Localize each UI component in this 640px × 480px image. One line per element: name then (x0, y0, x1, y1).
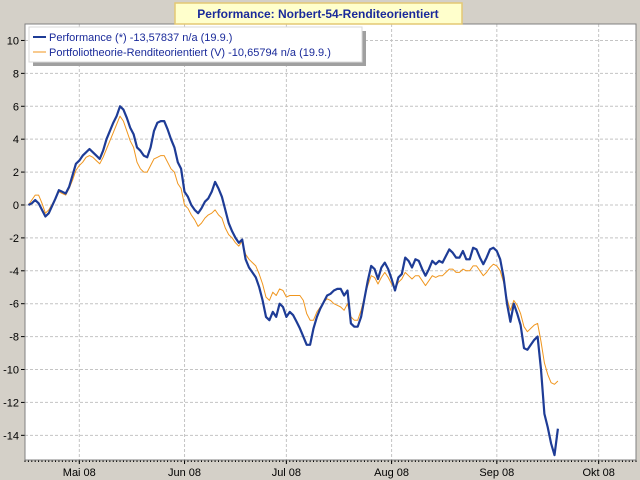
y-tick-label: 6 (13, 101, 19, 113)
title-frame (174, 2, 463, 25)
y-tick-label: 10 (7, 35, 19, 47)
y-tick-label: 0 (13, 200, 19, 212)
x-axis-ticks: Mai 08 Jun 08 Jul 08 Aug 08 Sep 08 Okt 08 (24, 460, 637, 479)
y-tick-label: -8 (9, 332, 19, 344)
grid-lines (25, 24, 636, 460)
y-tick-label: 2 (13, 167, 19, 179)
legend-box (28, 26, 363, 63)
legend-label-portfoliotheorie: Portfoliotheorie-Renditeorientiert (V) -… (49, 47, 331, 59)
y-tick-label: -4 (9, 266, 19, 278)
plot-area (25, 24, 636, 460)
y-tick-label: -10 (3, 365, 19, 377)
x-tick-label: Jul 08 (272, 467, 301, 479)
legend: Performance (*) -13,57837 n/a (19.9.) Po… (28, 26, 366, 66)
y-tick-label: -14 (3, 430, 19, 442)
chart-title-box: Performance: Norbert-54-Renditeorientier… (174, 2, 463, 25)
y-tick-label: -2 (9, 233, 19, 245)
y-tick-label: 4 (13, 134, 19, 146)
x-tick-label: Okt 08 (582, 467, 614, 479)
series-lines (27, 105, 559, 457)
series-line-performance (27, 105, 559, 457)
y-axis-ticks: 10 8 6 4 2 0 -2 -4 -6 -8 -10 -12 -14 (3, 35, 25, 442)
legend-label-performance: Performance (*) -13,57837 n/a (19.9.) (49, 32, 232, 44)
chart-title: Performance: Norbert-54-Renditeorientier… (197, 7, 438, 21)
x-tick-label: Mai 08 (63, 467, 96, 479)
x-tick-label: Sep 08 (479, 467, 514, 479)
x-tick-label: Jun 08 (168, 467, 201, 479)
series-line-portfoliotheorie (27, 115, 559, 385)
y-tick-label: 8 (13, 68, 19, 80)
y-tick-label: -12 (3, 397, 19, 409)
y-tick-label: -6 (9, 299, 19, 311)
x-tick-label: Aug 08 (374, 467, 409, 479)
